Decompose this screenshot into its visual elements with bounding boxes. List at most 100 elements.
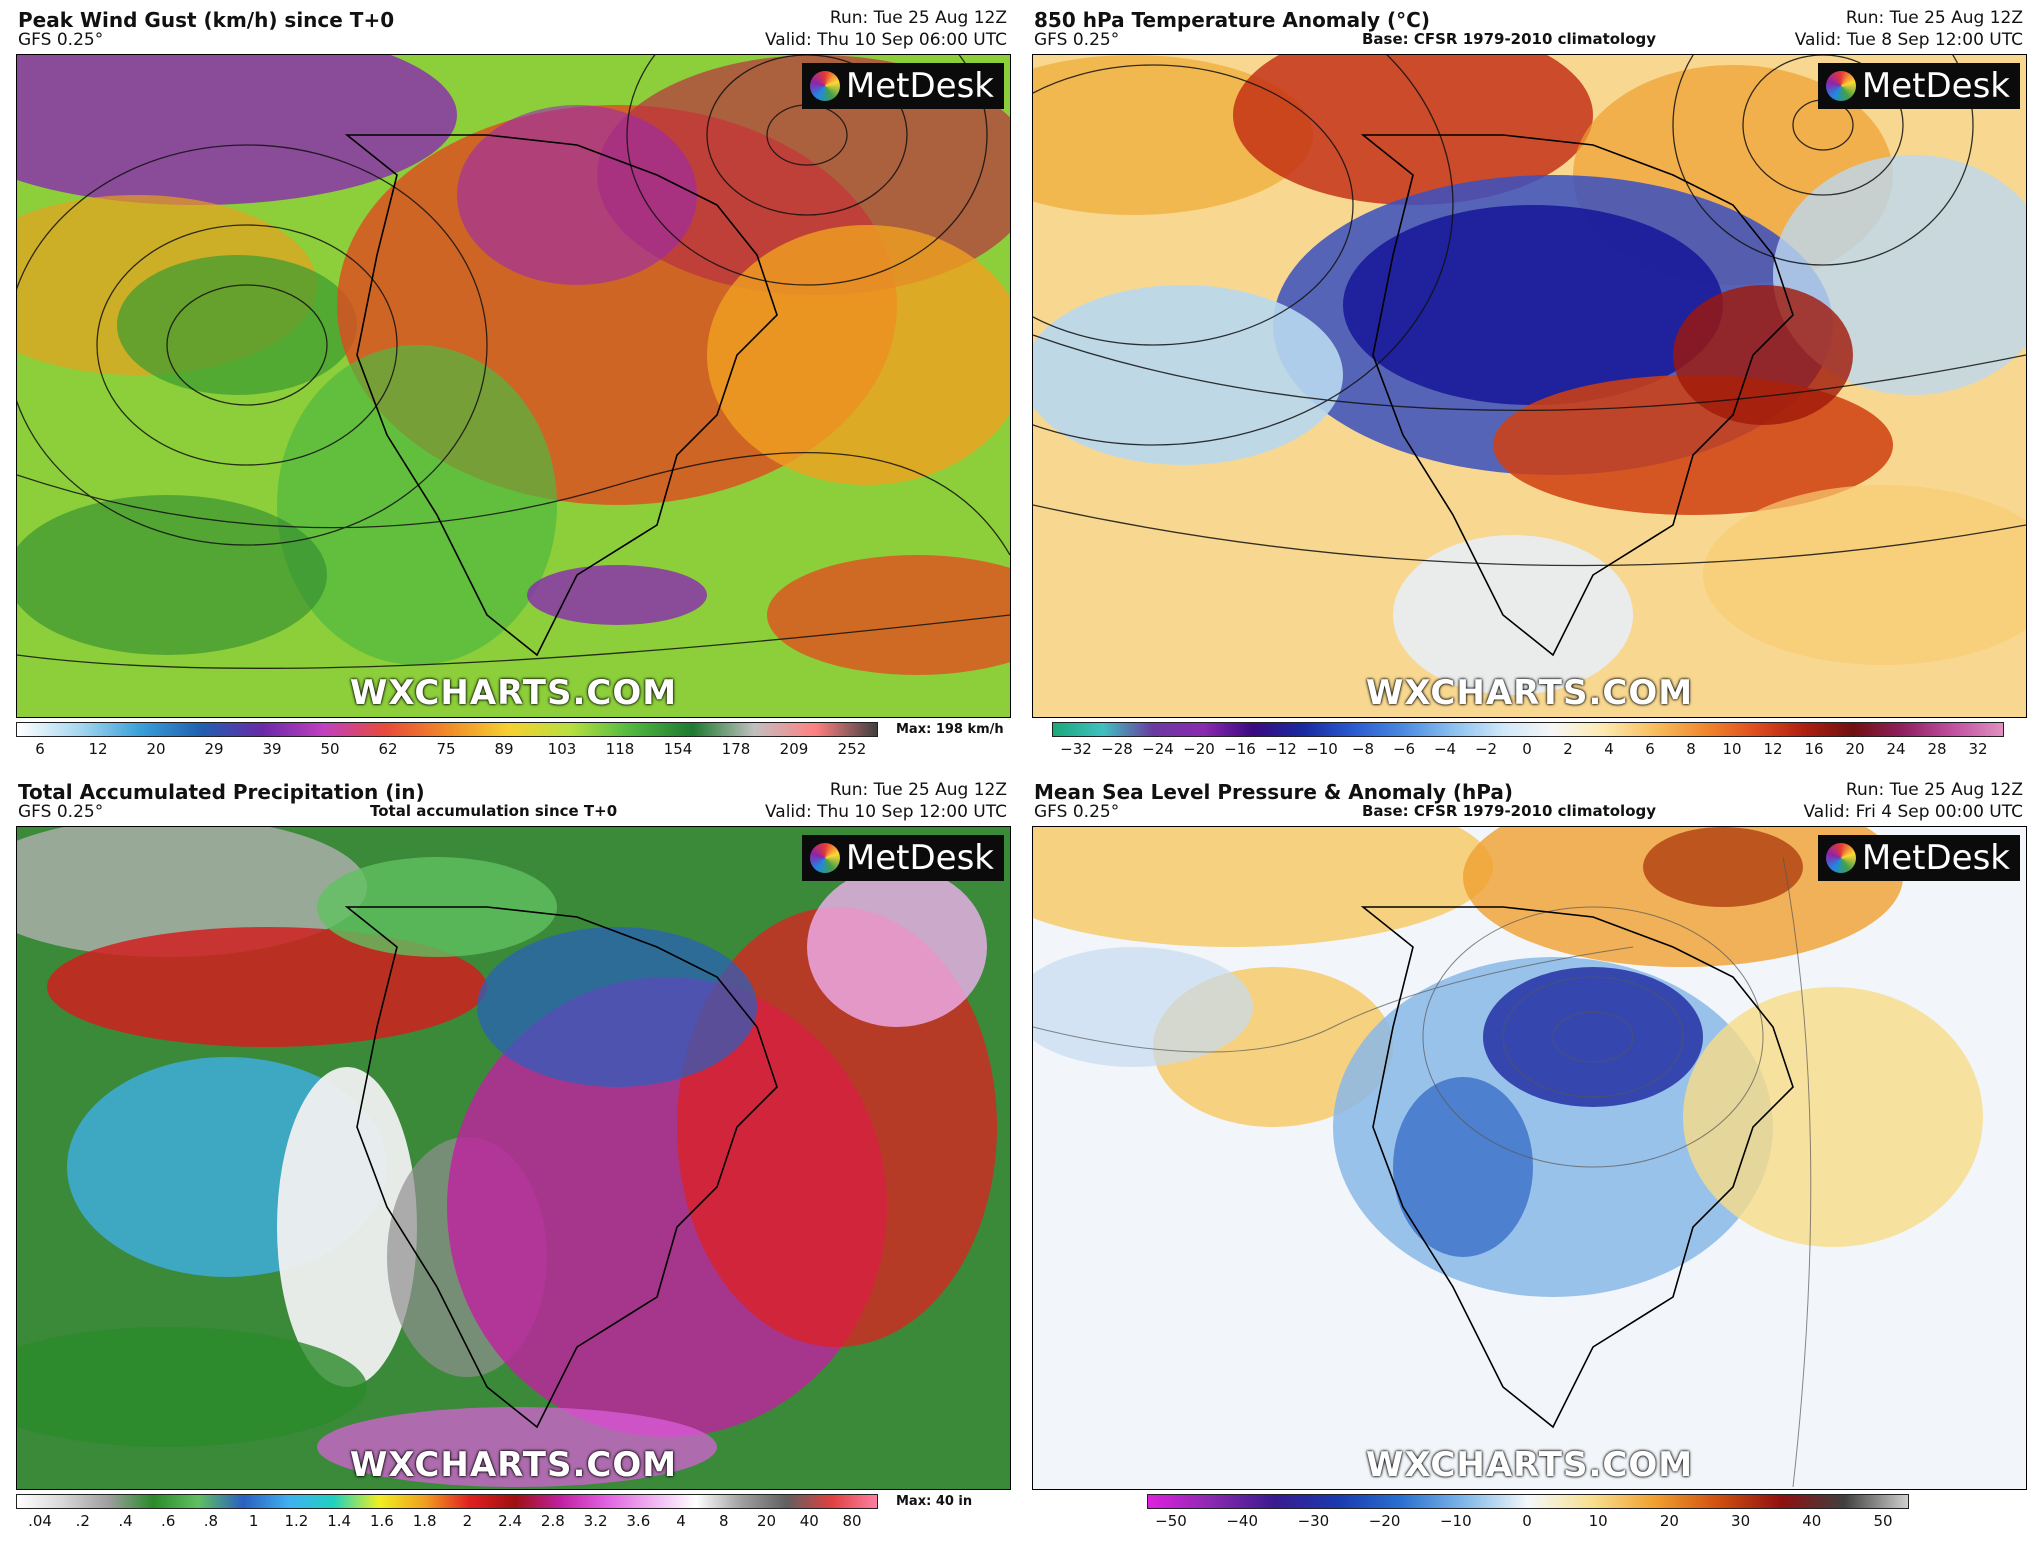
colorbar-tick-label: −10 xyxy=(1306,740,1338,758)
valid-label: Valid: Tue 8 Sep 12:00 UTC xyxy=(1794,30,2023,50)
colorbar-tick-label: 10 xyxy=(1722,740,1742,758)
model-label: GFS 0.25° xyxy=(18,30,104,50)
colorbar-tick-label: .6 xyxy=(161,1512,176,1530)
colorbar-tick-label: 1 xyxy=(248,1512,259,1530)
panel-title: Total Accumulated Precipitation (in) xyxy=(18,780,425,804)
colorbar-tick-label: 2.8 xyxy=(540,1512,565,1530)
colorbar-gradient xyxy=(16,1494,878,1509)
colorbar-tick-label: 6 xyxy=(35,740,45,758)
valid-label: Valid: Thu 10 Sep 12:00 UTC xyxy=(764,802,1007,822)
panel-title: 850 hPa Temperature Anomaly (°C) xyxy=(1034,8,1430,32)
colorbar-tick-label: −50 xyxy=(1155,1512,1187,1530)
colorbar-tick-label: 1.4 xyxy=(327,1512,352,1530)
colorbar: −50 −40 −30 −20 −10 0 10 20 30 40 50 xyxy=(1032,1494,2025,1544)
colorbar-tick-label: −16 xyxy=(1224,740,1256,758)
metdesk-logo: MetDesk xyxy=(1817,63,2020,109)
map-canvas xyxy=(17,55,1010,717)
colorbar-tick-label: 16 xyxy=(1804,740,1824,758)
colorbar-gradient xyxy=(16,722,878,737)
run-label: Run: Tue 25 Aug 12Z xyxy=(1845,8,2023,28)
colorbar-tick-label: 20 xyxy=(146,740,166,758)
colorbar-tick-label: 2 xyxy=(462,1512,473,1530)
colorbar-tick-label: 103 xyxy=(547,740,577,758)
colorbar-tick-label: 28 xyxy=(1927,740,1947,758)
colorbar-tick-label: 8 xyxy=(719,1512,729,1530)
metdesk-logo-icon xyxy=(1825,71,1856,101)
colorbar-tick-label: 1.8 xyxy=(412,1512,437,1530)
wxcharts-watermark: WXCHARTS.COM xyxy=(349,1445,678,1485)
colorbar-tick-label: −28 xyxy=(1101,740,1133,758)
base-label: Base: CFSR 1979-2010 climatology xyxy=(1362,30,1657,48)
wxcharts-watermark: WXCHARTS.COM xyxy=(1365,1445,1694,1485)
colorbar-tick-label: 20 xyxy=(1845,740,1865,758)
metdesk-logo-icon xyxy=(1825,843,1856,873)
run-label: Run: Tue 25 Aug 12Z xyxy=(829,780,1007,800)
colorbar-max-label: Max: 198 km/h xyxy=(896,722,1004,737)
precipitation-map[interactable]: MetDesk WXCHARTS.COM xyxy=(16,826,1011,1490)
colorbar-tick-label: −8 xyxy=(1351,740,1375,758)
mslp-anomaly-map[interactable]: MetDesk WXCHARTS.COM xyxy=(1032,826,2027,1490)
wxcharts-watermark: WXCHARTS.COM xyxy=(1365,673,1694,713)
colorbar-tick-label: −6 xyxy=(1392,740,1416,758)
colorbar-tick-label: 178 xyxy=(721,740,751,758)
colorbar-tick-label: .8 xyxy=(203,1512,219,1530)
colorbar-tick-label: −30 xyxy=(1297,1512,1330,1530)
panel-precipitation: Total Accumulated Precipitation (in) GFS… xyxy=(14,780,1019,1550)
colorbar-tick-label: .4 xyxy=(118,1512,133,1530)
valid-label: Valid: Thu 10 Sep 06:00 UTC xyxy=(764,30,1007,50)
model-label: GFS 0.25° xyxy=(1034,30,1120,50)
colorbar-tick-label: 32 xyxy=(1968,740,1988,758)
colorbar-gradient xyxy=(1052,722,2004,737)
colorbar-tick-label: 1.2 xyxy=(284,1512,309,1530)
colorbar-tick-label: 118 xyxy=(605,740,635,758)
colorbar-tick-label: 2.4 xyxy=(498,1512,523,1530)
colorbar-tick-label: 2 xyxy=(1563,740,1573,758)
colorbar-gradient xyxy=(1147,1494,1909,1509)
run-label: Run: Tue 25 Aug 12Z xyxy=(1845,780,2023,800)
map-canvas xyxy=(17,827,1010,1489)
colorbar-tick-label: 39 xyxy=(262,740,282,758)
colorbar-tick-label: 12 xyxy=(88,740,108,758)
logo-text: MetDesk xyxy=(845,66,994,106)
colorbar-tick-label: 12 xyxy=(1763,740,1783,758)
metdesk-logo: MetDesk xyxy=(801,63,1004,109)
metdesk-logo: MetDesk xyxy=(1817,835,2020,881)
colorbar-tick-label: 29 xyxy=(204,740,224,758)
colorbar-tick-label: −2 xyxy=(1474,740,1498,758)
panel-mslp-anomaly: Mean Sea Level Pressure & Anomaly (hPa) … xyxy=(1030,780,2035,1550)
colorbar-tick-label: 20 xyxy=(1659,1512,1679,1530)
colorbar-tick-label: −20 xyxy=(1368,1512,1401,1530)
panel-title: Peak Wind Gust (km/h) since T+0 xyxy=(18,8,395,32)
colorbar-tick-label: 1.6 xyxy=(369,1512,394,1530)
colorbar-tick-label: 80 xyxy=(842,1512,862,1530)
colorbar-tick-label: .2 xyxy=(75,1512,90,1530)
logo-text: MetDesk xyxy=(1861,66,2010,106)
temp-anomaly-map[interactable]: MetDesk WXCHARTS.COM xyxy=(1032,54,2027,718)
colorbar-tick-label: 24 xyxy=(1886,740,1906,758)
valid-label: Valid: Fri 4 Sep 00:00 UTC xyxy=(1803,802,2023,822)
metdesk-logo: MetDesk xyxy=(801,835,1004,881)
colorbar-tick-label: −12 xyxy=(1265,740,1297,758)
colorbar-tick-label: 0 xyxy=(1522,740,1532,758)
colorbar-tick-label: 10 xyxy=(1588,1512,1608,1530)
colorbar-tick-label: −10 xyxy=(1439,1512,1472,1530)
colorbar-tick-label: −24 xyxy=(1142,740,1174,758)
colorbar-tick-label: .04 xyxy=(28,1512,52,1530)
colorbar-tick-label: 50 xyxy=(320,740,340,758)
wxcharts-watermark: WXCHARTS.COM xyxy=(349,673,678,713)
model-label: GFS 0.25° xyxy=(18,802,104,822)
colorbar-tick-label: −4 xyxy=(1433,740,1457,758)
wind-gust-map[interactable]: MetDesk WXCHARTS.COM xyxy=(16,54,1011,718)
accumulation-label: Total accumulation since T+0 xyxy=(370,802,618,820)
colorbar-tick-label: 20 xyxy=(756,1512,777,1530)
colorbar-tick-label: −20 xyxy=(1183,740,1215,758)
colorbar-tick-label: 3.6 xyxy=(626,1512,651,1530)
colorbar: .04 .2 .4 .6 .8 1 1.2 1.4 1.6 1.8 2 2.4 2.8 3.2 3.6 4 8 2… xyxy=(16,1494,1009,1544)
colorbar-tick-label: 50 xyxy=(1873,1512,1893,1530)
panel-title: Mean Sea Level Pressure & Anomaly (hPa) xyxy=(1034,780,1514,804)
colorbar-tick-label: 75 xyxy=(436,740,456,758)
colorbar-max-label: Max: 40 in xyxy=(896,1494,973,1509)
colorbar-tick-label: 3.2 xyxy=(583,1512,608,1530)
logo-text: MetDesk xyxy=(845,838,994,878)
colorbar-tick-label: 4 xyxy=(676,1512,686,1530)
